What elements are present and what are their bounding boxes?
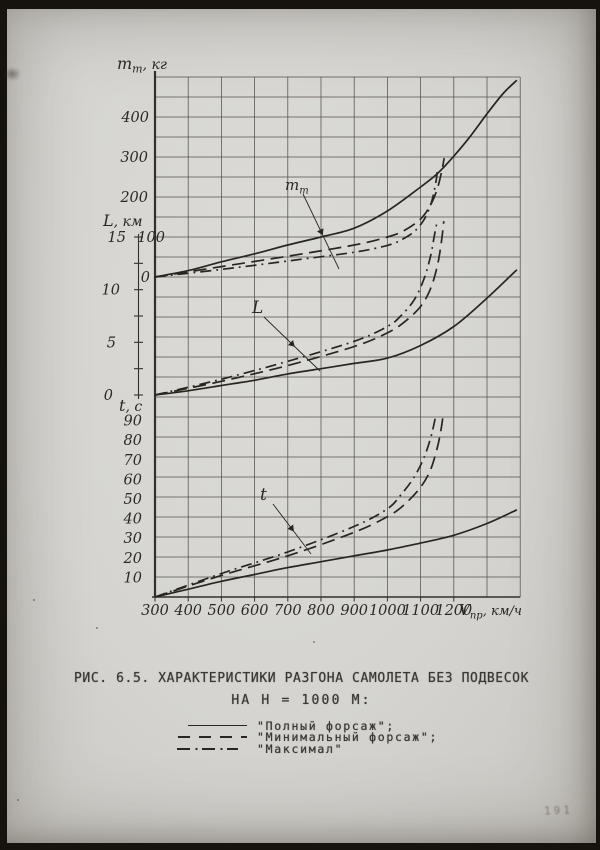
- legend-item-full-afterburner: "Полный форсаж";: [177, 718, 438, 733]
- x-tick-label: 1100: [402, 603, 439, 619]
- axis-label: L, км: [102, 211, 143, 230]
- distance-scale-bar: [134, 234, 143, 399]
- fuel-curve-label: mт: [285, 176, 340, 270]
- time-tick-labels: 10 20 30 40 50 60 70 80 90t, c: [119, 396, 142, 586]
- axis-label: mт, кг: [117, 54, 167, 76]
- leader-arrowhead: [316, 228, 324, 236]
- curve-fuel-dashed: [154, 158, 446, 278]
- x-tick-label: 1000: [369, 603, 406, 619]
- distance-curve-label: L: [251, 298, 321, 372]
- curve-distance-dashdot: [154, 224, 438, 396]
- time-tick-label: 40: [123, 512, 142, 528]
- axis-label: mт: [285, 176, 309, 197]
- curve-time-dashdot: [154, 416, 437, 598]
- curve-time-solid: [154, 509, 518, 598]
- distance-curves: [154, 221, 518, 396]
- curve-distance-solid: [154, 269, 518, 396]
- paper-speck: [313, 641, 315, 643]
- fuel-tick-label: 100: [137, 230, 165, 246]
- legend-label: "Полный форсаж";: [257, 718, 395, 733]
- leader-arrowhead: [287, 524, 294, 532]
- fuel-curves: [154, 79, 518, 278]
- distance-tick-labels: 0 5 10 15L, км: [102, 211, 143, 404]
- fuel-tick-label: 400: [120, 110, 149, 126]
- x-tick-label: 700: [274, 603, 302, 619]
- paper-speck: [33, 599, 35, 601]
- page-number: 191: [543, 803, 574, 818]
- legend-item-military-power: "Максимал": [177, 741, 438, 756]
- curve-fuel-solid: [154, 79, 518, 278]
- time-tick-label: 20: [123, 551, 142, 567]
- book-page: 300 400 500 600 700 800 900 1000 1100 1200 Vпр, км…: [3, 9, 596, 843]
- solid-line-sample: [188, 725, 247, 727]
- legend-label: "Максимал": [257, 741, 344, 756]
- x-tick-label: 900: [340, 603, 368, 619]
- time-tick-label: 90: [124, 414, 142, 430]
- axis-label: L: [251, 298, 263, 318]
- time-tick-label: 70: [124, 453, 142, 469]
- fuel-tick-label: 200: [119, 190, 148, 206]
- time-curves: [154, 416, 518, 598]
- grid: [154, 76, 521, 598]
- fuel-tick-label: 300: [120, 150, 148, 166]
- curve-distance-dashed: [154, 221, 445, 396]
- caption-line-1: РИС. 6.5. ХАРАКТЕРИСТИКИ РАЗГОНА САМОЛЕТ…: [73, 671, 530, 686]
- dashed-line-sample: [178, 736, 247, 739]
- distance-tick-label: 0: [104, 388, 113, 404]
- legend-item-min-afterburner: "Минимальный форсаж";: [177, 730, 439, 745]
- paper-speck: [96, 627, 98, 629]
- time-tick-label: 60: [124, 472, 142, 488]
- axis-label: t, c: [119, 396, 142, 415]
- legend-label: "Минимальный форсаж";: [257, 730, 439, 745]
- x-tick-label: 300: [141, 603, 169, 619]
- curve-time-dashed: [154, 417, 444, 598]
- fuel-tick-labels: 0 100 200 300 400 mт, кг: [117, 54, 167, 286]
- x-tick-label: 800: [307, 603, 335, 619]
- x-tick-label: 600: [241, 603, 269, 619]
- distance-tick-label: 15: [108, 230, 126, 246]
- time-tick-label: 50: [124, 492, 142, 508]
- axis-label: t: [260, 485, 267, 505]
- caption-line-2: НА Н = 1000 М:: [231, 693, 372, 708]
- ink-smudge: [3, 67, 21, 81]
- fuel-tick-label: 0: [141, 270, 150, 286]
- paper-speck: [17, 799, 19, 801]
- distance-tick-label: 5: [107, 335, 116, 351]
- figure-caption: РИС. 6.5. ХАРАКТЕРИСТИКИ РАЗГОНА САМОЛЕТ…: [7, 668, 596, 712]
- leader-arrowhead: [287, 339, 295, 347]
- x-tick-label: 1200: [435, 603, 472, 619]
- axis-label: Vпр, км/ч: [459, 601, 522, 622]
- x-tick-label: 500: [208, 603, 236, 619]
- time-tick-label: 30: [124, 531, 142, 547]
- chart-legend: "Полный форсаж"; "Минимальный форсаж"; "…: [177, 718, 439, 756]
- time-tick-label: 80: [124, 433, 142, 449]
- time-tick-label: 10: [124, 570, 142, 586]
- distance-tick-label: 10: [102, 283, 120, 299]
- curve-fuel-dashdot: [154, 169, 439, 278]
- time-curve-label: t: [260, 485, 312, 555]
- dashdot-line-sample: [177, 748, 238, 750]
- x-tick-label: 400: [173, 603, 202, 619]
